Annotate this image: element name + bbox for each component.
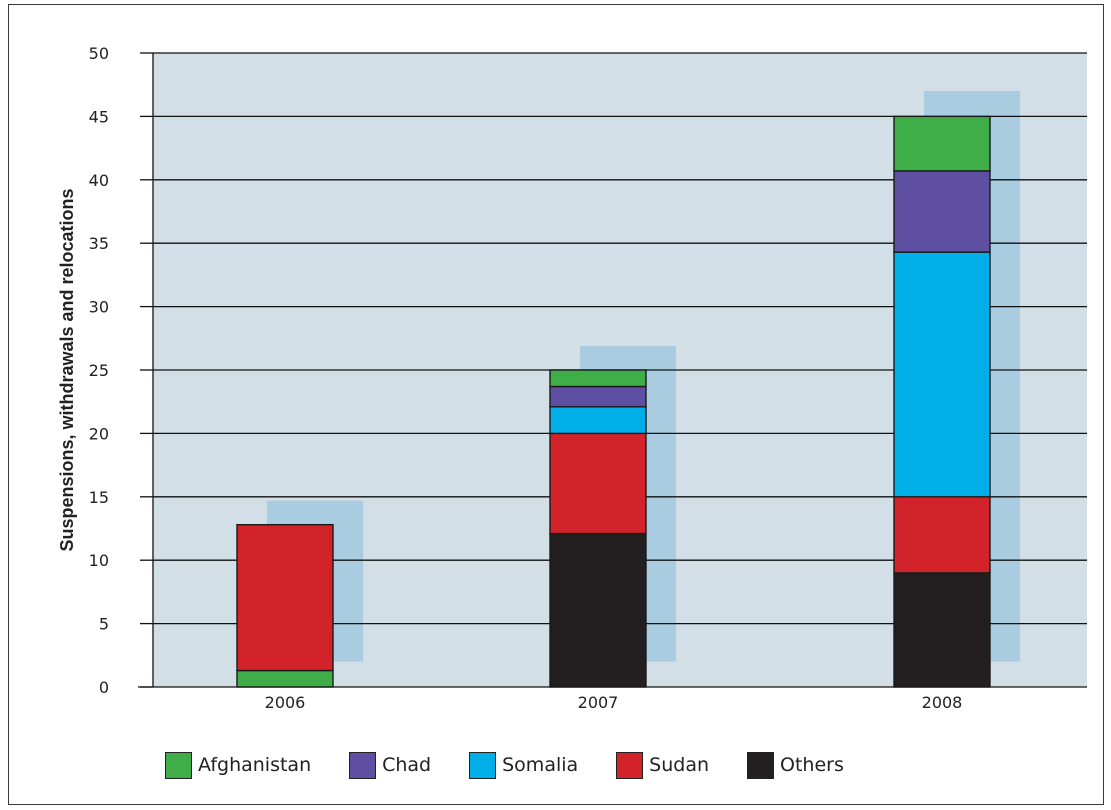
legend-label-others: Others <box>780 754 844 776</box>
legend-label-somalia: Somalia <box>502 754 579 776</box>
bar-2007-sudan-2 <box>549 432 647 535</box>
y-tick-label-50: 50 <box>89 44 109 63</box>
legend-swatch-afghanistan <box>165 751 192 779</box>
legend-item-sudan: Sudan <box>616 751 710 779</box>
legend-label-afghanistan: Afghanistan <box>198 754 312 776</box>
y-tick-label-30: 30 <box>89 298 109 317</box>
legend-label-chad: Chad <box>382 754 432 776</box>
y-tick-label-10: 10 <box>89 551 109 570</box>
legend-item-somalia: Somalia <box>469 751 579 779</box>
x-tick-label-2008: 2008 <box>922 693 963 712</box>
y-tick-label-35: 35 <box>89 234 109 253</box>
legend-swatch-sudan <box>616 751 644 779</box>
legend-item-afghanistan: Afghanistan <box>165 751 312 779</box>
legend-swatch-others <box>747 751 775 779</box>
bar-2007-afghanistan-5 <box>549 369 647 388</box>
legend-swatch-somalia <box>469 751 497 779</box>
x-tick-label-2007: 2007 <box>578 693 619 712</box>
y-tick-label-40: 40 <box>89 171 109 190</box>
bar-2007-others-0 <box>549 532 647 688</box>
legend-swatch-chad <box>349 751 377 779</box>
y-tick-label-5: 5 <box>99 615 109 634</box>
y-tick-label-20: 20 <box>89 424 109 443</box>
legend-item-chad: Chad <box>349 751 432 779</box>
y-tick-label-45: 45 <box>89 107 109 126</box>
legend-label-sudan: Sudan <box>649 754 710 776</box>
bar-2008-chad-4 <box>893 170 991 253</box>
y-tick-label-15: 15 <box>89 488 109 507</box>
bar-2007-somalia-3 <box>549 406 647 435</box>
y-tick-label-0: 0 <box>99 678 109 697</box>
bar-2006-afghanistan-1 <box>236 669 334 688</box>
legend-item-others: Others <box>747 751 844 779</box>
bar-2006-sudan-2 <box>236 523 334 672</box>
y-tick-label-25: 25 <box>89 361 109 380</box>
x-tick-label-2006: 2006 <box>265 693 306 712</box>
bar-2008-others-0 <box>893 572 991 688</box>
bar-2007-chad-4 <box>549 385 647 408</box>
bar-2008-somalia-3 <box>893 251 991 498</box>
bar-2008-sudan-2 <box>893 496 991 574</box>
chart-legend: Afghanistan Chad Somalia Sudan Others <box>165 750 882 780</box>
y-axis-title: Suspensions, withdrawals and relocations <box>57 188 77 551</box>
bar-2008-afghanistan-5 <box>893 115 991 172</box>
